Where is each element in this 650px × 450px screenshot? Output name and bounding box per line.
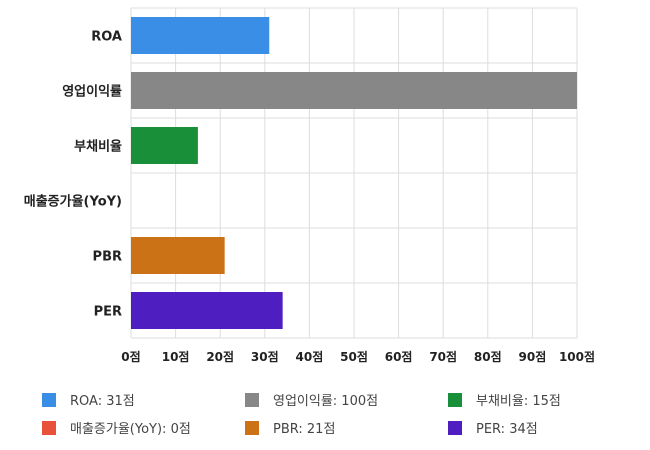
category-label-2: 부채비율: [74, 139, 122, 155]
legend-swatch-operating-margin: [245, 392, 259, 407]
bar-1: [131, 72, 577, 109]
x-tick-label-10: 100점: [559, 349, 595, 364]
x-tick-label-2: 20점: [206, 349, 234, 364]
legend-label-per: PER: 34점: [476, 422, 538, 437]
legend-swatch-debt-ratio: [448, 392, 462, 407]
bar-5: [131, 292, 283, 329]
category-label-4: PBR: [93, 250, 122, 265]
category-label-3: 매출증가율(YoY): [24, 194, 122, 210]
x-tick-label-4: 40점: [296, 349, 324, 364]
bar-0: [131, 17, 270, 54]
x-tick-label-5: 50점: [340, 349, 368, 364]
legend-swatch-roa: [42, 392, 56, 407]
legend-item-pbr[interactable]: PBR: 21점: [245, 418, 335, 437]
bar-2: [131, 127, 198, 164]
legend-label-sales-growth: 매출증가율(YoY): 0점: [70, 422, 191, 437]
legend-label-roa: ROA: 31점: [70, 394, 135, 409]
legend-swatch-pbr: [245, 420, 259, 435]
x-tick-label-3: 30점: [251, 349, 279, 364]
x-tick-label-1: 10점: [162, 349, 190, 364]
x-tick-label-8: 80점: [474, 349, 502, 364]
x-tick-label-7: 70점: [429, 349, 457, 364]
legend-label-operating-margin: 영업이익률: 100점: [273, 394, 379, 409]
legend-label-debt-ratio: 부채비율: 15점: [476, 394, 561, 409]
bar-4: [131, 237, 225, 274]
x-tick-label-6: 60점: [385, 349, 413, 364]
legend-label-pbr: PBR: 21점: [273, 422, 336, 437]
legend-item-debt-ratio[interactable]: 부채비율: 15점: [448, 390, 561, 409]
legend-item-per[interactable]: PER: 34점: [448, 418, 538, 437]
legend-item-sales-growth[interactable]: 매출증가율(YoY): 0점: [42, 418, 191, 437]
category-label-1: 영업이익률: [62, 84, 122, 100]
category-label-5: PER: [94, 305, 122, 320]
legend-swatch-sales-growth: [42, 420, 56, 435]
legend-item-operating-margin[interactable]: 영업이익률: 100점: [245, 390, 378, 409]
legend-swatch-per: [448, 420, 462, 435]
legend-item-roa[interactable]: ROA: 31점: [42, 390, 135, 409]
category-label-0: ROA: [91, 30, 122, 45]
x-tick-label-0: 0점: [121, 349, 140, 364]
x-tick-label-9: 90점: [519, 349, 547, 364]
